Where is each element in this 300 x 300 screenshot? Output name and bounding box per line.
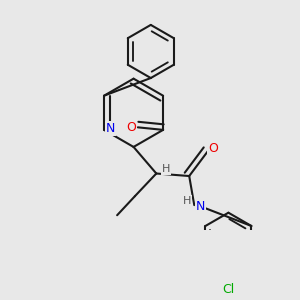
Text: Cl: Cl [222, 283, 235, 296]
Text: O: O [127, 121, 136, 134]
Text: H: H [182, 196, 191, 206]
Text: H: H [162, 164, 170, 174]
Text: N: N [196, 200, 205, 213]
Text: O: O [208, 142, 218, 155]
Text: N: N [106, 122, 115, 135]
